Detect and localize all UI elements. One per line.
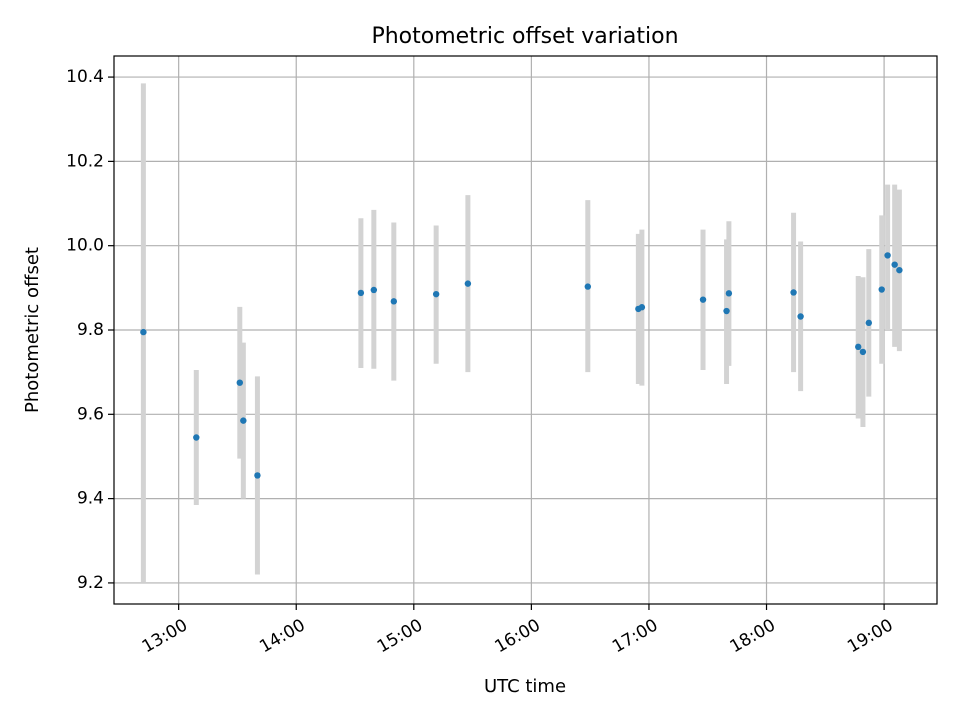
y-tick-label: 10.2 bbox=[66, 151, 104, 171]
data-point bbox=[357, 289, 365, 297]
data-point bbox=[638, 304, 646, 311]
data-point bbox=[464, 280, 472, 287]
y-axis-label: Photometric offset bbox=[22, 247, 43, 413]
data-point bbox=[896, 266, 903, 274]
data-point bbox=[891, 261, 898, 268]
data-points bbox=[140, 252, 903, 479]
y-tick-label: 9.6 bbox=[77, 404, 104, 424]
data-point bbox=[254, 472, 261, 479]
data-point bbox=[725, 290, 733, 297]
chart-title: Photometric offset variation bbox=[371, 24, 678, 49]
data-point bbox=[236, 379, 244, 386]
data-point bbox=[884, 252, 891, 259]
data-point bbox=[432, 290, 440, 298]
y-axis-ticks: 9.2 9.4 9.6 9.8 10.0 10.2 10.4 bbox=[66, 67, 114, 593]
data-point bbox=[584, 283, 592, 290]
data-point bbox=[790, 289, 797, 296]
data-point bbox=[855, 343, 862, 351]
data-point bbox=[240, 417, 247, 424]
data-point bbox=[193, 434, 200, 441]
y-tick-label: 9.8 bbox=[77, 320, 104, 340]
data-point bbox=[797, 313, 804, 320]
data-point bbox=[865, 319, 873, 327]
data-point bbox=[878, 286, 885, 293]
y-tick-label: 9.2 bbox=[77, 573, 104, 593]
data-point bbox=[370, 286, 378, 294]
data-point bbox=[699, 296, 707, 303]
x-axis-label: UTC time bbox=[484, 676, 566, 697]
y-tick-label: 9.4 bbox=[77, 489, 104, 509]
data-point bbox=[390, 298, 398, 305]
data-point bbox=[859, 348, 867, 356]
data-point bbox=[140, 328, 147, 336]
y-tick-label: 10.4 bbox=[66, 67, 104, 87]
data-point bbox=[723, 307, 730, 315]
y-tick-label: 10.0 bbox=[66, 236, 104, 256]
